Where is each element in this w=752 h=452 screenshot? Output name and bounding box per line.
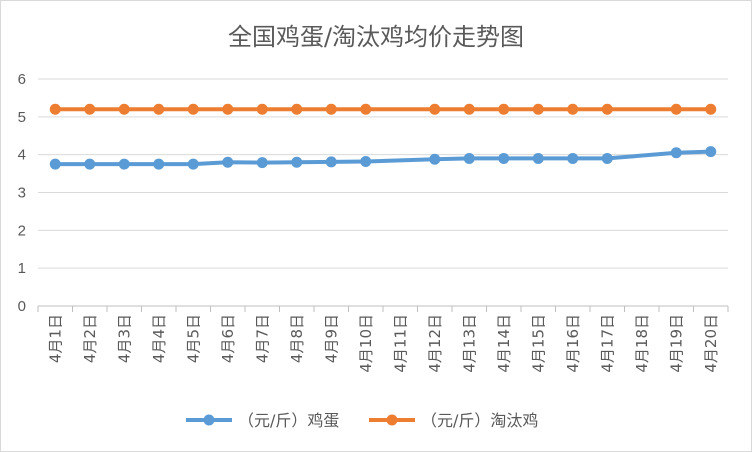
data-point[interactable] bbox=[567, 152, 579, 164]
data-point[interactable] bbox=[498, 152, 510, 164]
x-tick-label: 4月4日 bbox=[150, 314, 168, 363]
data-point[interactable] bbox=[532, 103, 544, 115]
x-tick-label: 4月6日 bbox=[219, 314, 237, 363]
x-tick-label: 4月20日 bbox=[702, 314, 720, 373]
data-point[interactable] bbox=[360, 103, 372, 115]
data-point[interactable] bbox=[498, 103, 510, 115]
x-axis-ticks: 4月1日 4月2日 4月3日 4月4日 4月5日 4月6日 4月7日 4月8日 4月9日 4月10… bbox=[46, 314, 720, 373]
data-point[interactable] bbox=[49, 103, 61, 115]
data-point[interactable] bbox=[670, 103, 682, 115]
data-point[interactable] bbox=[84, 103, 96, 115]
data-point[interactable] bbox=[360, 155, 372, 167]
data-point[interactable] bbox=[601, 152, 613, 164]
x-tick-label: 4月2日 bbox=[81, 314, 99, 363]
x-tick-label: 4月1日 bbox=[46, 314, 64, 363]
legend-item-hen[interactable]: （元/斤）淘汰鸡 bbox=[369, 411, 538, 430]
legend-label-hen: （元/斤）淘汰鸡 bbox=[421, 411, 538, 430]
legend-marker-egg bbox=[203, 414, 215, 426]
y-tick-label: 1 bbox=[18, 260, 26, 277]
series-line bbox=[53, 149, 713, 167]
gridlines bbox=[37, 78, 729, 312]
x-tick-label: 4月5日 bbox=[184, 314, 202, 363]
series-layer bbox=[49, 103, 717, 170]
data-point[interactable] bbox=[222, 156, 234, 168]
data-point[interactable] bbox=[601, 103, 613, 115]
y-tick-label: 6 bbox=[18, 71, 26, 88]
data-point[interactable] bbox=[118, 158, 130, 170]
x-tick-label: 4月14日 bbox=[495, 314, 513, 373]
data-point[interactable] bbox=[291, 103, 303, 115]
data-point[interactable] bbox=[153, 103, 165, 115]
legend-label-egg: （元/斤）鸡蛋 bbox=[238, 411, 339, 430]
y-tick-label: 5 bbox=[18, 109, 26, 126]
x-tick-label: 4月7日 bbox=[253, 314, 271, 363]
x-tick-label: 4月15日 bbox=[529, 314, 547, 373]
data-point[interactable] bbox=[256, 103, 268, 115]
data-point[interactable] bbox=[429, 153, 441, 165]
data-point[interactable] bbox=[84, 158, 96, 170]
data-point[interactable] bbox=[429, 103, 441, 115]
series-1 bbox=[49, 103, 717, 115]
chart-title: 全国鸡蛋/淘汰鸡均价走势图 bbox=[228, 23, 524, 51]
x-tick-label: 4月3日 bbox=[115, 314, 133, 363]
legend: （元/斤）鸡蛋 （元/斤）淘汰鸡 bbox=[186, 411, 538, 430]
x-tick-label: 4月10日 bbox=[357, 314, 375, 373]
legend-item-egg[interactable]: （元/斤）鸡蛋 bbox=[186, 411, 339, 430]
x-tick-label: 4月8日 bbox=[288, 314, 306, 363]
y-tick-label: 2 bbox=[18, 222, 26, 239]
x-tick-label: 4月11日 bbox=[391, 314, 409, 373]
legend-marker-hen bbox=[386, 414, 398, 426]
data-point[interactable] bbox=[256, 157, 268, 169]
data-point[interactable] bbox=[49, 158, 61, 170]
series-0 bbox=[49, 146, 717, 170]
data-point[interactable] bbox=[325, 103, 337, 115]
y-tick-label: 3 bbox=[18, 185, 26, 202]
data-point[interactable] bbox=[187, 158, 199, 170]
data-point[interactable] bbox=[670, 147, 682, 159]
data-point[interactable] bbox=[325, 156, 337, 168]
y-axis-ticks: 0 1 2 3 4 5 6 bbox=[18, 71, 26, 315]
x-tick-label: 4月19日 bbox=[667, 314, 685, 373]
x-tick-label: 4月12日 bbox=[426, 314, 444, 373]
data-point[interactable] bbox=[118, 103, 130, 115]
y-tick-label: 0 bbox=[18, 298, 26, 315]
data-point[interactable] bbox=[222, 103, 234, 115]
data-point[interactable] bbox=[291, 156, 303, 168]
x-tick-label: 4月13日 bbox=[460, 314, 478, 373]
x-tick-label: 4月18日 bbox=[633, 314, 651, 373]
data-point[interactable] bbox=[463, 152, 475, 164]
data-point[interactable] bbox=[153, 158, 165, 170]
data-point[interactable] bbox=[567, 103, 579, 115]
x-tick-label: 4月17日 bbox=[598, 314, 616, 373]
y-tick-label: 4 bbox=[18, 147, 26, 164]
x-tick-label: 4月9日 bbox=[322, 314, 340, 363]
data-point[interactable] bbox=[705, 146, 717, 158]
data-point[interactable] bbox=[705, 103, 717, 115]
x-tick-label: 4月16日 bbox=[564, 314, 582, 373]
data-point[interactable] bbox=[463, 103, 475, 115]
data-point[interactable] bbox=[532, 152, 544, 164]
data-point[interactable] bbox=[187, 103, 199, 115]
